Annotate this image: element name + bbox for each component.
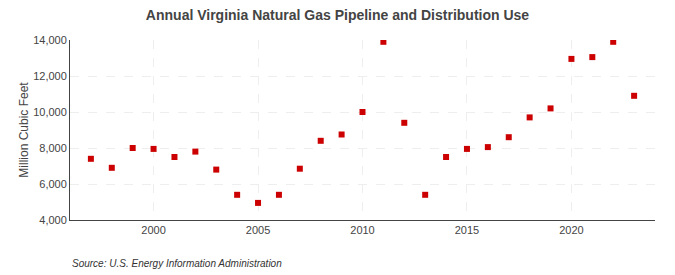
svg-text:6,000: 6,000 [39, 178, 67, 190]
svg-text:Source: U.S. Energy Informatio: Source: U.S. Energy Information Administ… [72, 258, 282, 269]
svg-text:2020: 2020 [559, 224, 583, 236]
svg-text:10,000: 10,000 [33, 106, 67, 118]
svg-text:14,000: 14,000 [33, 34, 67, 46]
svg-text:Annual Virginia Natural Gas Pi: Annual Virginia Natural Gas Pipeline and… [146, 7, 529, 23]
svg-text:Million Cubic Feet: Million Cubic Feet [17, 82, 31, 178]
svg-text:2010: 2010 [350, 224, 374, 236]
svg-text:2015: 2015 [455, 224, 479, 236]
svg-text:4,000: 4,000 [39, 214, 67, 226]
svg-text:2005: 2005 [246, 224, 270, 236]
svg-text:2000: 2000 [141, 224, 165, 236]
svg-text:8,000: 8,000 [39, 142, 67, 154]
svg-text:12,000: 12,000 [33, 70, 67, 82]
